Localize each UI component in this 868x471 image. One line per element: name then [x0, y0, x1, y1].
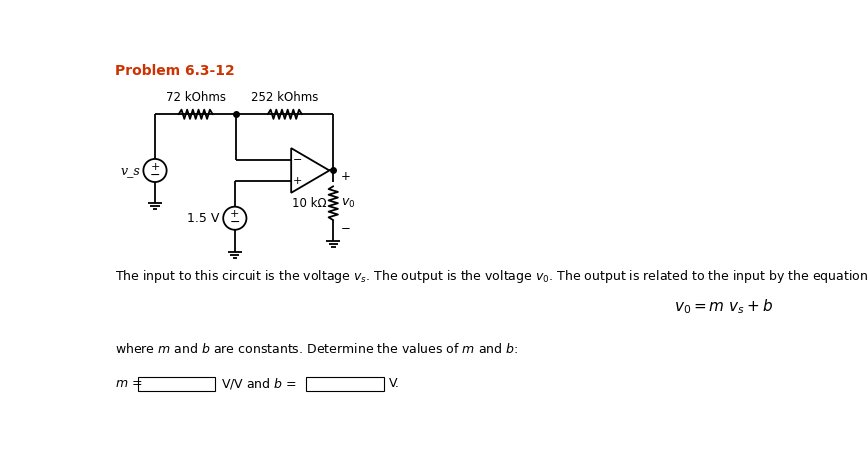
Text: −: −	[150, 169, 161, 182]
Text: +: +	[293, 176, 302, 186]
Text: where $m$ and $b$ are constants. Determine the values of $m$ and $b$:: where $m$ and $b$ are constants. Determi…	[115, 342, 518, 356]
Text: +: +	[150, 162, 160, 171]
FancyBboxPatch shape	[138, 377, 215, 391]
Text: 1.5 V: 1.5 V	[187, 212, 220, 225]
Text: $v_0 = m\ v_s + b$: $v_0 = m\ v_s + b$	[674, 298, 773, 316]
Text: −: −	[229, 216, 240, 229]
Text: 252 kOhms: 252 kOhms	[251, 91, 319, 104]
FancyBboxPatch shape	[306, 377, 384, 391]
Text: $m$ =: $m$ =	[115, 377, 142, 390]
Text: −: −	[293, 155, 302, 165]
Text: Problem 6.3-12: Problem 6.3-12	[115, 64, 234, 78]
Text: V/V and $b$ =: V/V and $b$ =	[220, 376, 297, 391]
Text: 72 kOhms: 72 kOhms	[166, 91, 226, 104]
Text: The input to this circuit is the voltage $v_s$. The output is the voltage $v_0$.: The input to this circuit is the voltage…	[115, 268, 868, 285]
Text: V.: V.	[389, 377, 400, 390]
Text: v_s: v_s	[121, 164, 141, 177]
Text: +: +	[230, 210, 240, 219]
Text: $v_0$: $v_0$	[341, 197, 355, 210]
Text: −: −	[341, 222, 351, 235]
Text: 10 kΩ: 10 kΩ	[293, 197, 327, 210]
Text: +: +	[341, 170, 351, 183]
